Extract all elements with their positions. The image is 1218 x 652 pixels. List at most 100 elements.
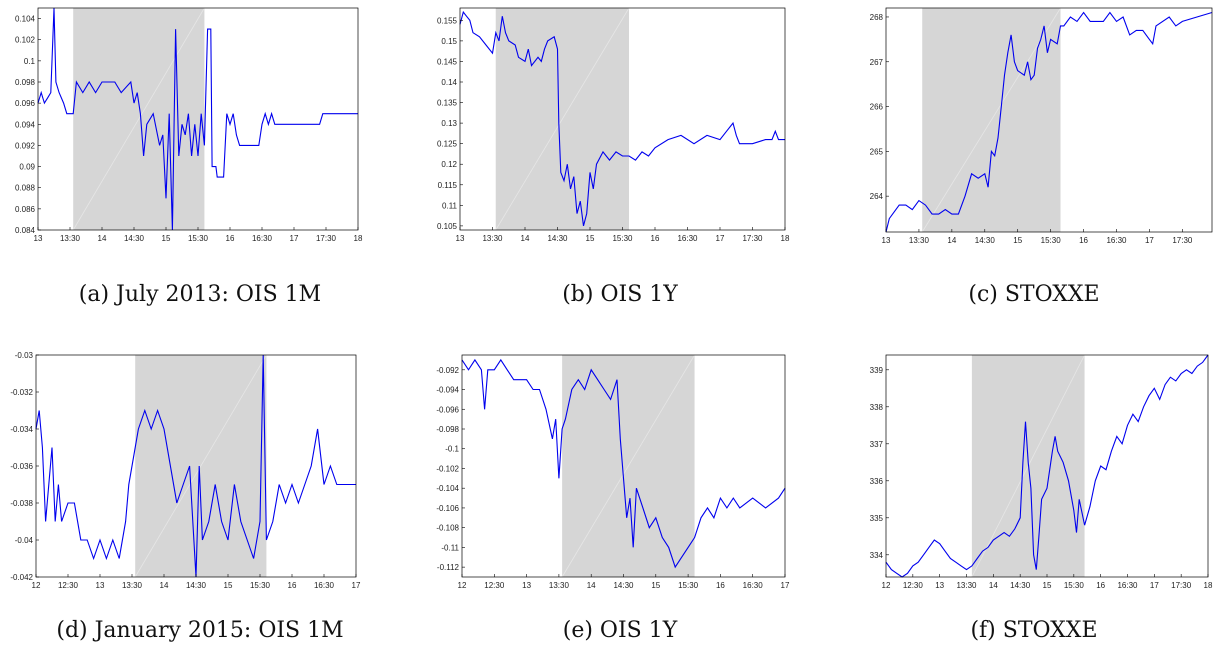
x-tick-label: 17 <box>1150 581 1159 590</box>
x-tick-label: 15 <box>1013 236 1022 245</box>
x-tick-label: 13 <box>456 234 465 243</box>
y-tick-label: 336 <box>870 477 884 486</box>
y-tick-label: 0.145 <box>437 57 458 66</box>
y-tick-label: 266 <box>870 103 884 112</box>
y-tick-label: 0.084 <box>15 226 36 235</box>
shade-diagonal <box>72 7 205 231</box>
x-tick-label: 16:30 <box>252 234 273 243</box>
y-tick-label: 264 <box>870 192 884 201</box>
shade-diagonal <box>495 7 630 231</box>
x-tick-label: 14:30 <box>124 234 145 243</box>
x-tick-label: 14 <box>587 581 596 590</box>
x-tick-label: 14 <box>521 234 530 243</box>
y-tick-label: 0.1 <box>24 57 36 66</box>
y-tick-label: -0.032 <box>10 388 33 397</box>
y-tick-label: 0.135 <box>437 99 458 108</box>
y-tick-label: -0.092 <box>436 366 459 375</box>
x-tick-label: 15:30 <box>1064 581 1085 590</box>
x-tick-label: 18 <box>354 234 363 243</box>
x-tick-label: 15:30 <box>1041 236 1062 245</box>
x-tick-label: 13:30 <box>909 236 930 245</box>
panel-b: 13 13:30 14 14:30 15 15:30 16 16:30 17 17:30 18 0.1… <box>420 0 820 310</box>
x-tick-label: 13:30 <box>549 581 570 590</box>
y-tick-label: 337 <box>870 440 884 449</box>
x-tick-label: 16 <box>651 234 660 243</box>
series-line <box>461 358 786 569</box>
x-tick-label: 14 <box>160 581 169 590</box>
caption-f: (f) STOXXE <box>970 618 1098 643</box>
x-tick-label: 16:30 <box>314 581 335 590</box>
x-tick-label: 12 <box>458 581 467 590</box>
x-tick-label: 16 <box>288 581 297 590</box>
x-tick-label: 12:30 <box>58 581 79 590</box>
x-tick-label: 12 <box>32 581 41 590</box>
x-tick-label: 13:30 <box>482 234 503 243</box>
x-tick-label: 15 <box>224 581 233 590</box>
x-tick-label: 17:30 <box>742 234 763 243</box>
x-tick-label: 13:30 <box>956 581 977 590</box>
chart-b: 13 13:30 14 14:30 15 15:30 16 16:30 17 17:30 18 0.1… <box>437 7 790 243</box>
y-tick-label: 0.102 <box>15 36 36 45</box>
y-tick-label: 0.105 <box>437 222 458 231</box>
y-tick-label: 0.09 <box>19 163 35 172</box>
x-tick-label: 18 <box>1204 581 1213 590</box>
y-tick-label: 0.115 <box>438 181 458 190</box>
series-line <box>35 354 356 578</box>
x-tick-label: 15:30 <box>250 581 271 590</box>
x-tick-label: 15:30 <box>612 234 633 243</box>
y-tick-label: 0.155 <box>437 16 458 25</box>
y-tick-label: 0.094 <box>15 120 36 129</box>
chart-c: 13 13:30 14 14:30 15 15:30 16 16:30 17 17:30 264 26… <box>870 7 1213 245</box>
y-tick-label: 0.12 <box>441 160 457 169</box>
caption-d: (d) January 2015: OIS 1M <box>56 618 344 643</box>
x-tick-label: 12:30 <box>903 581 924 590</box>
y-tick-label: 338 <box>870 403 884 412</box>
x-tick-label: 16:30 <box>743 581 764 590</box>
series-line <box>459 10 785 227</box>
x-tick-label: 13:30 <box>122 581 143 590</box>
shade-diagonal <box>561 354 695 578</box>
shade-diagonal <box>134 354 267 578</box>
panel-e: 12 12:30 13 13:30 14 14:30 15 15:30 16 16:30 17 -0.… <box>420 345 820 652</box>
y-tick-label: -0.11 <box>441 543 459 552</box>
y-tick-label: 267 <box>870 58 884 67</box>
y-tick-label: 334 <box>870 551 884 560</box>
series-line <box>885 11 1213 233</box>
chart-f: 12 12:30 13 13:30 14 14:30 15 15:30 16 16:30 17 17:… <box>870 354 1213 590</box>
x-tick-label: 16 <box>226 234 235 243</box>
x-tick-label: 17:30 <box>1171 581 1192 590</box>
chart-e: 12 12:30 13 13:30 14 14:30 15 15:30 16 16:30 17 -0.… <box>436 354 790 590</box>
x-tick-label: 17 <box>781 581 790 590</box>
x-tick-label: 13 <box>34 234 43 243</box>
caption-c: (c) STOXXE <box>968 282 1100 307</box>
y-tick-label: -0.096 <box>436 405 459 414</box>
x-tick-label: 16 <box>1096 581 1105 590</box>
x-tick-label: 14:30 <box>1010 581 1031 590</box>
x-tick-label: 16:30 <box>1117 581 1138 590</box>
x-tick-label: 17:30 <box>316 234 337 243</box>
x-tick-label: 13:30 <box>60 234 81 243</box>
x-tick-label: 15 <box>651 581 660 590</box>
x-tick-label: 15 <box>162 234 171 243</box>
y-tick-label: -0.106 <box>436 504 459 513</box>
x-tick-label: 13 <box>96 581 105 590</box>
x-tick-label: 14:30 <box>975 236 996 245</box>
x-tick-label: 14 <box>98 234 107 243</box>
y-tick-label: -0.034 <box>10 425 33 434</box>
y-tick-label: 265 <box>870 147 884 156</box>
series-line <box>37 7 358 231</box>
x-tick-label: 12:30 <box>484 581 505 590</box>
y-tick-label: -0.108 <box>436 524 459 533</box>
x-tick-label: 17 <box>716 234 725 243</box>
x-tick-label: 15 <box>586 234 595 243</box>
y-tick-label: 0.14 <box>441 78 457 87</box>
y-tick-label: 0.13 <box>441 119 457 128</box>
panel-f: 12 12:30 13 13:30 14 14:30 15 15:30 16 16:30 17 17:… <box>850 345 1218 652</box>
y-tick-label: -0.03 <box>15 351 34 360</box>
y-tick-label: 335 <box>870 514 884 523</box>
x-tick-label: 14 <box>947 236 956 245</box>
y-tick-label: 0.15 <box>441 37 457 46</box>
x-tick-label: 14:30 <box>186 581 207 590</box>
x-tick-label: 16:30 <box>1106 236 1127 245</box>
x-tick-label: 16:30 <box>677 234 698 243</box>
